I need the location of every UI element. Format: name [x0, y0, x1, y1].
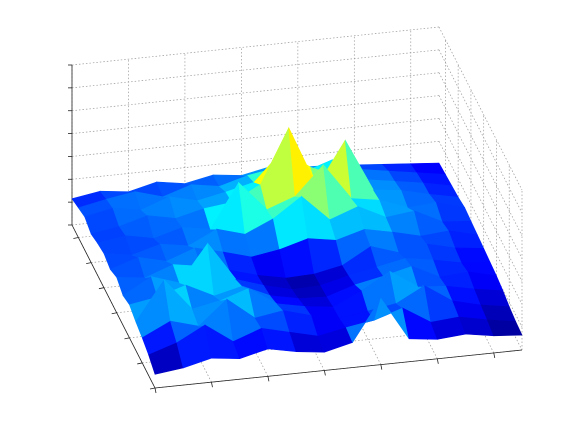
tick-mark — [380, 364, 383, 370]
grid-line — [71, 95, 440, 134]
tick-mark — [323, 370, 326, 376]
tick-mark — [111, 312, 117, 315]
surface-patch — [455, 247, 491, 264]
grid-line — [71, 72, 440, 112]
tick-mark — [267, 376, 270, 382]
grid-line — [438, 95, 523, 259]
axis-line — [71, 224, 156, 389]
grid-line — [438, 26, 523, 191]
tick-mark — [149, 387, 156, 390]
tick-mark — [211, 382, 213, 388]
grid-line — [438, 72, 523, 236]
surface-patch — [435, 201, 472, 223]
grid-line — [71, 118, 440, 157]
grid-line — [71, 49, 440, 89]
tick-mark — [98, 287, 105, 290]
tick-mark — [137, 362, 143, 365]
tick-mark — [124, 337, 130, 340]
surface-patch — [486, 319, 523, 337]
grid-line — [438, 118, 523, 282]
tick-mark — [436, 358, 439, 364]
grid-line — [438, 49, 523, 214]
tick-mark — [154, 387, 157, 394]
axis-line — [154, 349, 523, 389]
tick-mark — [73, 237, 79, 239]
tick-mark — [86, 262, 92, 265]
grid-line — [438, 141, 523, 305]
tick-mark — [493, 352, 496, 359]
grid-line — [71, 26, 440, 66]
